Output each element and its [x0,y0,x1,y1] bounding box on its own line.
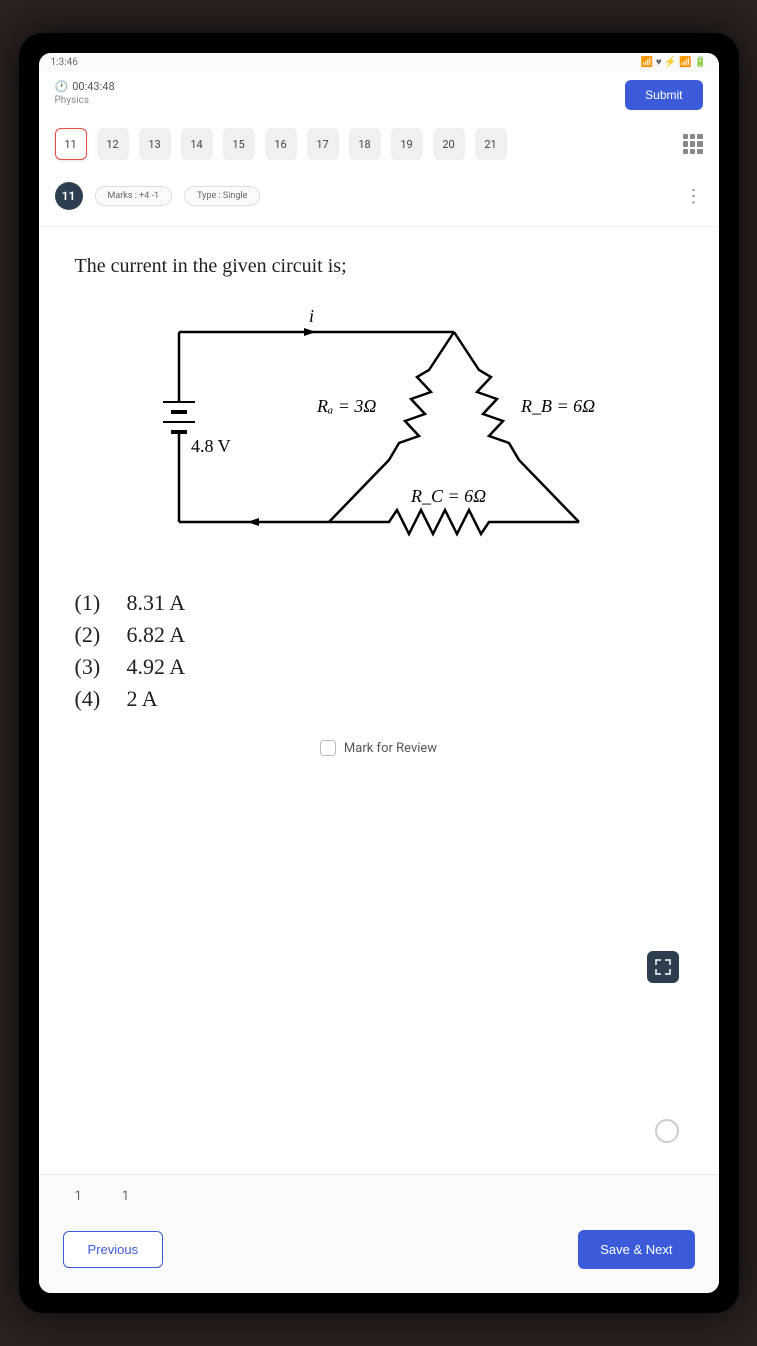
submit-button[interactable]: Submit [625,80,702,110]
page-tabs: 1 1 [39,1175,719,1214]
question-meta: 11 Marks : +4 -1 Type : Single ⋮ [39,170,719,227]
clock-icon: 🕐 [55,80,69,93]
ra-label: Rₐ = 3Ω [316,396,376,416]
question-nav-item[interactable]: 11 [55,128,87,160]
option-num: (3) [75,654,115,680]
options-list: (1) 8.31 A (2) 6.82 A (3) 4.92 A (4) 2 A [75,590,683,712]
option-num: (2) [75,622,115,648]
timer-value: 00:43:48 [72,80,114,93]
footer-actions: Previous Save & Next [39,1214,719,1293]
question-nav-item[interactable]: 19 [391,128,423,160]
question-nav-item[interactable]: 18 [349,128,381,160]
option-4[interactable]: (4) 2 A [75,686,683,712]
question-text: The current in the given circuit is; [75,255,683,278]
option-3[interactable]: (3) 4.92 A [75,654,683,680]
question-nav-item[interactable]: 20 [433,128,465,160]
question-nav-item[interactable]: 21 [475,128,507,160]
question-nav-item[interactable]: 15 [223,128,255,160]
status-bar: 1:3:46 📶 ♥ ⚡ 📶 🔋 [39,53,719,72]
footer: 1 1 Previous Save & Next [39,1174,719,1293]
subject-label: Physics [55,95,115,106]
app-header: 🕐 00:43:48 Physics Submit [39,72,719,118]
mark-review-row[interactable]: Mark for Review [75,740,683,756]
question-nav: 11 12 13 14 15 16 17 18 19 20 21 [39,118,719,170]
circuit-diagram: i 4.8 V Rₐ = 3Ω R_B = 6Ω R_C = 6Ω [149,302,609,562]
rb-label: R_B = 6Ω [520,396,595,416]
option-num: (1) [75,590,115,616]
option-num: (4) [75,686,115,712]
option-1[interactable]: (1) 8.31 A [75,590,683,616]
rc-label: R_C = 6Ω [410,486,486,506]
option-text: 4.92 A [127,654,186,680]
page-tab[interactable]: 1 [63,1183,94,1210]
timer: 🕐 00:43:48 [55,80,115,93]
status-icons: 📶 ♥ ⚡ 📶 🔋 [641,57,707,68]
expand-button[interactable] [647,951,679,983]
option-text: 2 A [127,686,158,712]
review-label: Mark for Review [344,741,437,756]
question-nav-item[interactable]: 13 [139,128,171,160]
type-pill: Type : Single [184,186,260,206]
status-time: 1:3:46 [51,57,78,68]
grid-view-icon[interactable] [683,134,703,154]
more-icon[interactable]: ⋮ [685,186,703,207]
radio-indicator [655,1119,679,1143]
app-screen: 1:3:46 📶 ♥ ⚡ 📶 🔋 🕐 00:43:48 Physics Subm… [39,53,719,1293]
review-checkbox[interactable] [320,740,336,756]
expand-icon [655,959,671,975]
previous-button[interactable]: Previous [63,1231,164,1268]
question-number-badge: 11 [55,182,83,210]
tablet-frame: 1:3:46 📶 ♥ ⚡ 📶 🔋 🕐 00:43:48 Physics Subm… [19,33,739,1313]
question-nav-item[interactable]: 12 [97,128,129,160]
voltage-label: 4.8 V [191,436,231,456]
question-nav-item[interactable]: 16 [265,128,297,160]
question-content: The current in the given circuit is; [39,227,719,1174]
marks-pill: Marks : +4 -1 [95,186,173,206]
save-next-button[interactable]: Save & Next [578,1230,694,1269]
option-2[interactable]: (2) 6.82 A [75,622,683,648]
option-text: 6.82 A [127,622,186,648]
current-label: i [309,306,314,326]
question-nav-item[interactable]: 14 [181,128,213,160]
header-left: 🕐 00:43:48 Physics [55,80,115,106]
option-text: 8.31 A [127,590,186,616]
page-tab[interactable]: 1 [110,1183,141,1210]
question-nav-item[interactable]: 17 [307,128,339,160]
